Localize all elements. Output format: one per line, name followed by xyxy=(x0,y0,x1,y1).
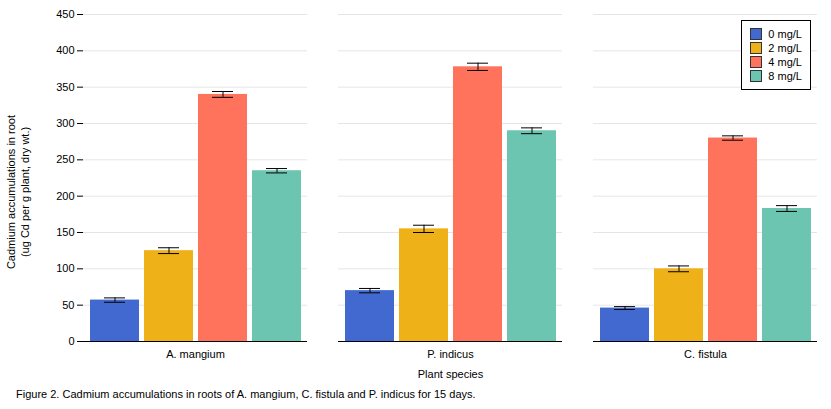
svg-text:50: 50 xyxy=(62,299,74,311)
svg-text:450: 450 xyxy=(56,8,74,20)
svg-text:300: 300 xyxy=(56,117,74,129)
svg-text:C. fistula: C. fistula xyxy=(684,348,728,360)
html-text:Figure 2. Cadmium accumulation: Figure 2. Cadmium accumulations in roots… xyxy=(16,388,476,400)
html-text:0 mg/L: 0 mg/L xyxy=(768,28,802,40)
svg-text:350: 350 xyxy=(56,81,74,93)
html-text:2 mg/L: 2 mg/L xyxy=(768,42,802,54)
svg-text:0: 0 xyxy=(68,335,74,347)
svg-text:100: 100 xyxy=(56,262,74,274)
svg-text:Plant species: Plant species xyxy=(418,368,484,380)
svg-text:400: 400 xyxy=(56,44,74,56)
svg-text:P. indicus: P. indicus xyxy=(427,348,474,360)
svg-text:150: 150 xyxy=(56,226,74,238)
svg-text:A. mangium: A. mangium xyxy=(166,348,225,360)
html-text:Cadmium accumulations in root: Cadmium accumulations in root (ug Cd per… xyxy=(5,115,31,270)
html-text:8 mg/L: 8 mg/L xyxy=(768,70,802,82)
svg-text:250: 250 xyxy=(56,153,74,165)
html-text:4 mg/L: 4 mg/L xyxy=(768,56,802,68)
svg-text:200: 200 xyxy=(56,190,74,202)
